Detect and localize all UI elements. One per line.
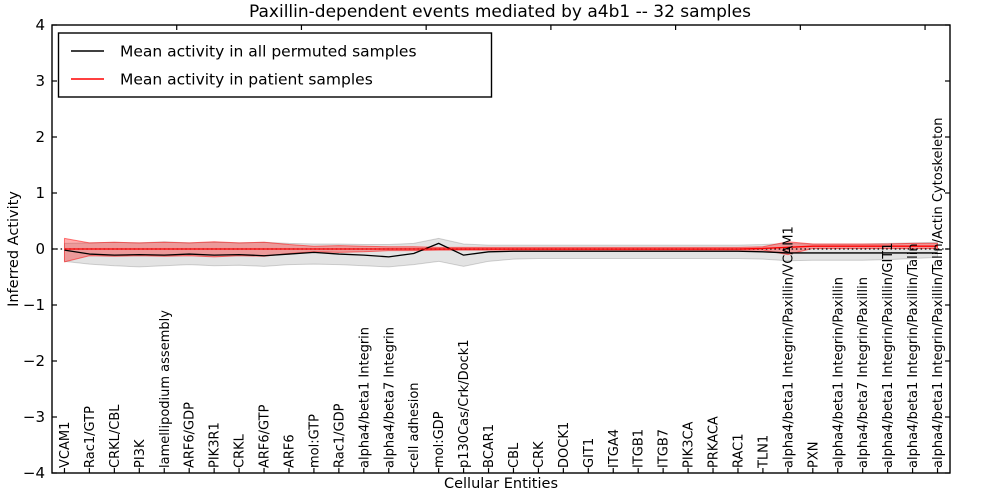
x-category-label: alpha4/beta7 Integrin/Paxillin (856, 277, 871, 468)
legend-label: Mean activity in patient samples (120, 71, 373, 89)
x-category-label: lamellipodium assembly (158, 310, 173, 468)
x-category-label: CRKL (233, 433, 248, 468)
y-axis-label: Inferred Activity (6, 191, 22, 307)
x-category-label: ITGB1 (632, 429, 647, 468)
x-category-label: BCAR1 (482, 424, 497, 468)
x-category-label: GIT1 (582, 438, 597, 468)
x-category-label: cell adhesion (407, 382, 422, 468)
x-category-label: RAC1 (731, 433, 746, 468)
y-tick-label: −2 (23, 352, 45, 370)
y-tick-label: 0 (35, 240, 45, 258)
x-axis-label: Cellular Entities (443, 476, 559, 492)
x-category-label: Rac1/GDP (332, 403, 347, 468)
x-category-label: p130Cas/Crk/Dock1 (457, 339, 472, 468)
x-category-label: VCAM1 (58, 422, 73, 468)
x-category-label: PIK3CA (682, 421, 697, 468)
y-tick-label: 4 (35, 16, 45, 34)
x-category-label: Rac1/GTP (83, 406, 98, 468)
x-category-label: ARF6/GDP (183, 402, 198, 468)
y-tick-label: −1 (23, 296, 45, 314)
x-category-label: PRKACA (707, 416, 722, 468)
x-category-label: mol:GDP (432, 411, 447, 468)
x-category-label: ARF6/GTP (258, 404, 273, 468)
y-tick-label: −4 (23, 464, 45, 482)
x-category-label: alpha4/beta1 Integrin/Paxillin/VCAM1 (781, 226, 796, 468)
patient-mean-line (64, 245, 938, 250)
x-category-label: DOCK1 (557, 422, 572, 468)
legend-label: Mean activity in all permuted samples (120, 43, 417, 61)
x-category-label: alpha4/beta7 Integrin (382, 327, 397, 468)
x-category-label: CBL (507, 442, 522, 468)
permuted-samples-range-band (63, 237, 939, 268)
y-tick-label: 1 (35, 184, 45, 202)
y-tick-label: 3 (35, 72, 45, 90)
x-category-label: CRK (532, 441, 547, 468)
x-category-label: TLN1 (756, 435, 771, 469)
x-category-label: ITGB7 (657, 429, 672, 468)
permuted-mean-line (64, 242, 938, 258)
chart-title: Paxillin-dependent events mediated by a4… (249, 2, 751, 22)
legend-box (57, 32, 493, 98)
x-category-label: PXN (806, 442, 821, 468)
x-category-label: PIK3R1 (208, 422, 223, 468)
x-category-label: alpha4/beta1 Integrin (357, 327, 372, 468)
y-tick-label: 2 (35, 128, 45, 146)
x-category-label: alpha4/beta1 Integrin/Paxillin (831, 277, 846, 468)
x-category-label: ITGA4 (607, 429, 622, 468)
x-category-label: PI3K (133, 439, 148, 468)
x-category-label: mol:GTP (307, 414, 322, 468)
y-tick-label: −3 (23, 408, 45, 426)
patient-samples-range-band (63, 237, 939, 263)
x-category-label: alpha4/beta1 Integrin/Paxillin/Talin (906, 243, 921, 468)
x-category-label: CRKL/CBL (108, 404, 123, 468)
x-category-label: alpha4/beta1 Integrin/Paxillin/Talin/Act… (931, 118, 946, 468)
x-category-label: alpha4/beta1 Integrin/Paxillin/GIT1 (881, 242, 896, 468)
x-category-label: ARF6 (282, 434, 297, 468)
